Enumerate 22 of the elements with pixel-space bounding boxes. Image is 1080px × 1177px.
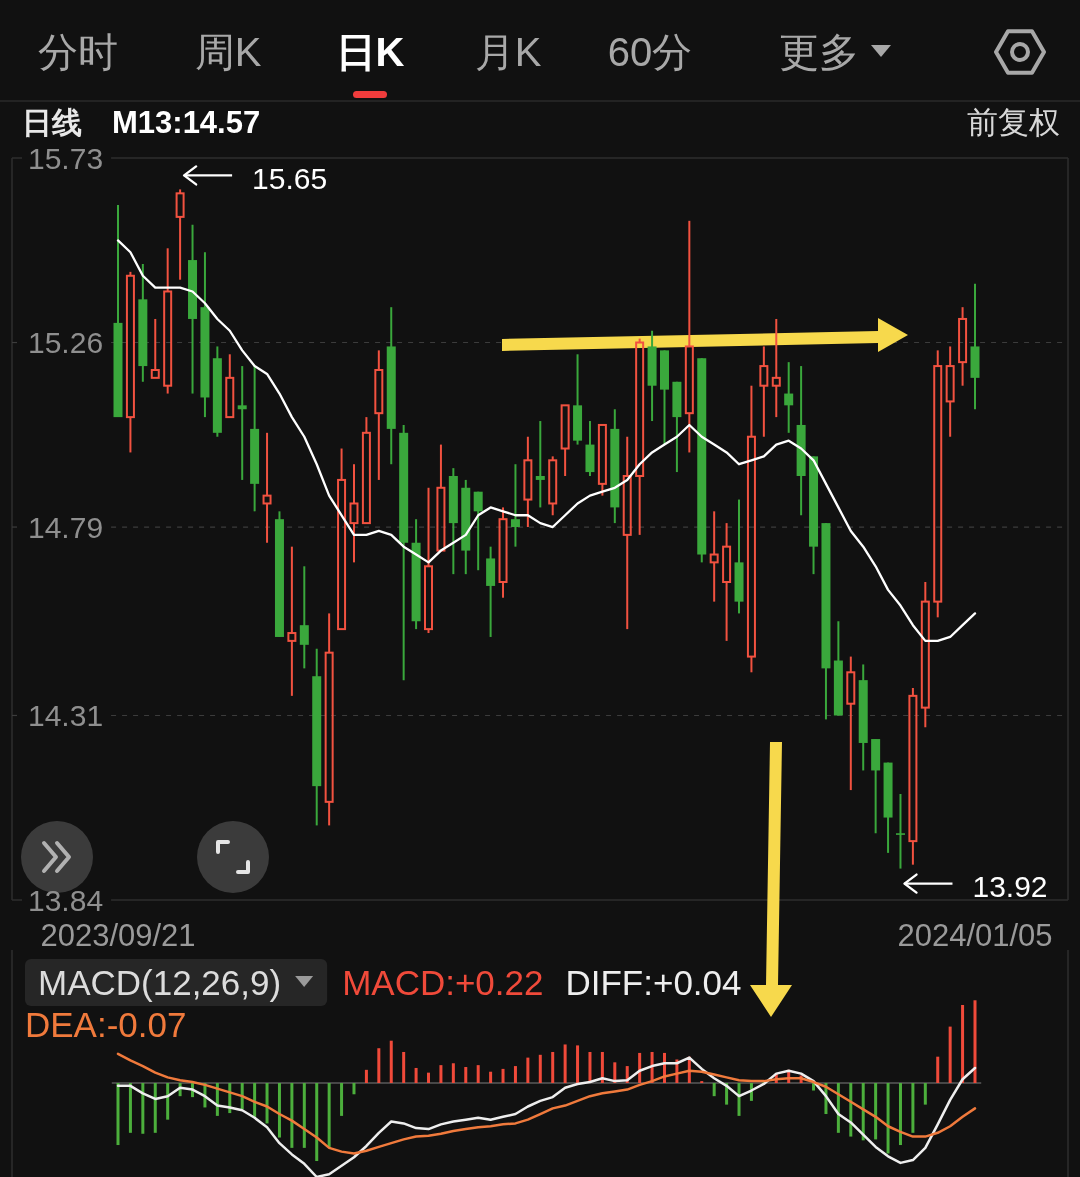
subtitle: 前复权 [967,104,1060,140]
x-tick-label: 2024/01/05 [897,917,1053,953]
y-tick-label: 15.26 [28,326,104,359]
y-tick-label: 14.79 [28,510,104,544]
y-tick-label: 13.84 [28,883,104,917]
x-tick-label: 2023/09/21 [40,917,196,953]
legend-entry: MACD:+0.22 [342,962,544,1002]
legend-entry: DIFF:+0.04 [565,962,742,1002]
tab-label: 月K [474,30,542,74]
annotation: 15.65 [252,161,328,195]
tab-label: 60分 [607,30,693,74]
tab-label: 周K [194,30,262,74]
legend-entry: M13:14.57 [112,104,261,140]
y-tick-label: 14.31 [28,699,104,732]
tab-label: 日K [335,30,405,74]
tab-label: 分时 [38,30,118,74]
legend-entry: DEA:-0.07 [25,1004,187,1044]
title: MACD(12,26,9) [38,962,282,1002]
y-tick-label: 15.73 [28,141,104,175]
tab-label: 更多 [779,30,859,74]
title: 日线 [22,105,82,139]
annotation: 13.92 [972,870,1048,904]
